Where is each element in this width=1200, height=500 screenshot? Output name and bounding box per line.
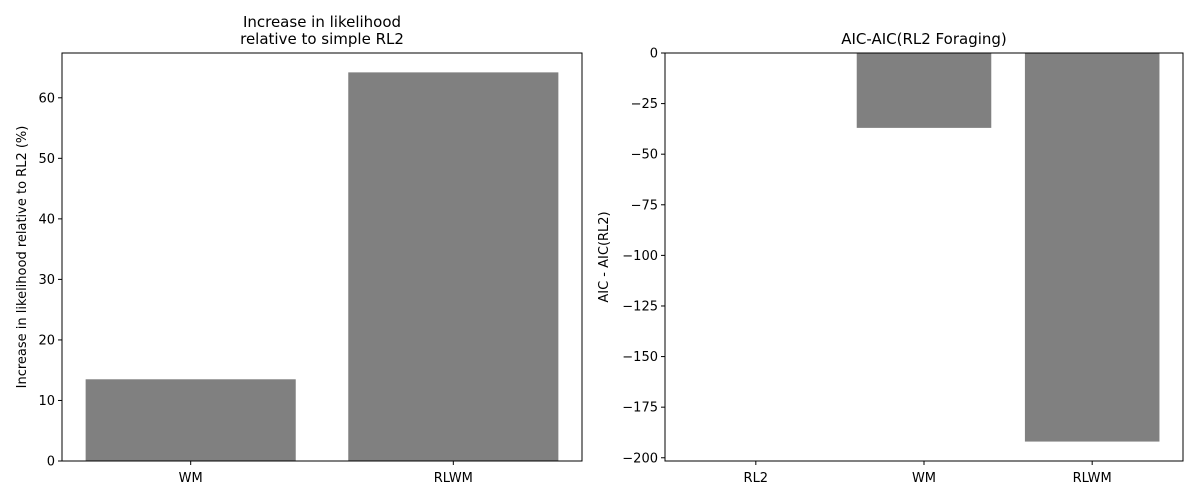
y-tick-label: −100 bbox=[622, 249, 658, 264]
bar-wm bbox=[856, 53, 992, 128]
y-tick-label: 50 bbox=[38, 152, 55, 167]
bar-wm bbox=[85, 379, 296, 461]
y-tick-label: 60 bbox=[38, 91, 55, 106]
x-tick-label: RLWM bbox=[434, 471, 473, 486]
y-axis-label: Increase in likelihood relative to RL2 (… bbox=[15, 126, 30, 389]
y-tick-label: 30 bbox=[38, 273, 55, 288]
x-tick-label: RL2 bbox=[744, 471, 769, 486]
y-tick-label: −75 bbox=[631, 198, 658, 213]
x-tick-label: WM bbox=[179, 471, 203, 486]
y-tick-label: −125 bbox=[622, 299, 658, 314]
likelihood-chart: Increase in likelihood relative to simpl… bbox=[15, 13, 583, 486]
x-tick-label: WM bbox=[912, 471, 936, 486]
bar-rlwm bbox=[1024, 53, 1160, 442]
axes-frame bbox=[61, 52, 583, 462]
aic-chart: AIC-AIC(RL2 Foraging) AIC - AIC(RL2) 0 −2… bbox=[597, 30, 1184, 486]
y-tick-label: 10 bbox=[38, 394, 55, 409]
y-axis-label: AIC - AIC(RL2) bbox=[597, 211, 612, 302]
y-tick-label: −25 bbox=[631, 97, 658, 112]
y-tick-label: −150 bbox=[622, 350, 658, 365]
chart-marks: 0 −25 −50 −75 −100 −125 −150 −175 −200 RL2 WM RLWM bbox=[622, 47, 1184, 486]
chart-title: AIC-AIC(RL2 Foraging) bbox=[841, 30, 1007, 48]
x-tick-label: RLWM bbox=[1073, 471, 1112, 486]
y-tick-label: 0 bbox=[650, 47, 658, 62]
y-tick-label: −50 bbox=[631, 148, 658, 163]
chart-title-line-2: relative to simple RL2 bbox=[240, 30, 404, 48]
bar-rlwm bbox=[348, 72, 559, 462]
y-tick-label: −200 bbox=[622, 451, 658, 466]
chart-title-line-1: Increase in likelihood bbox=[243, 13, 401, 31]
y-tick-label: 20 bbox=[38, 333, 55, 348]
chart-marks: 0 10 20 30 40 50 60 WM RLWM bbox=[38, 52, 583, 486]
y-tick-label: 0 bbox=[47, 455, 55, 470]
y-tick-label: 40 bbox=[38, 212, 55, 227]
y-tick-label: −175 bbox=[622, 401, 658, 416]
